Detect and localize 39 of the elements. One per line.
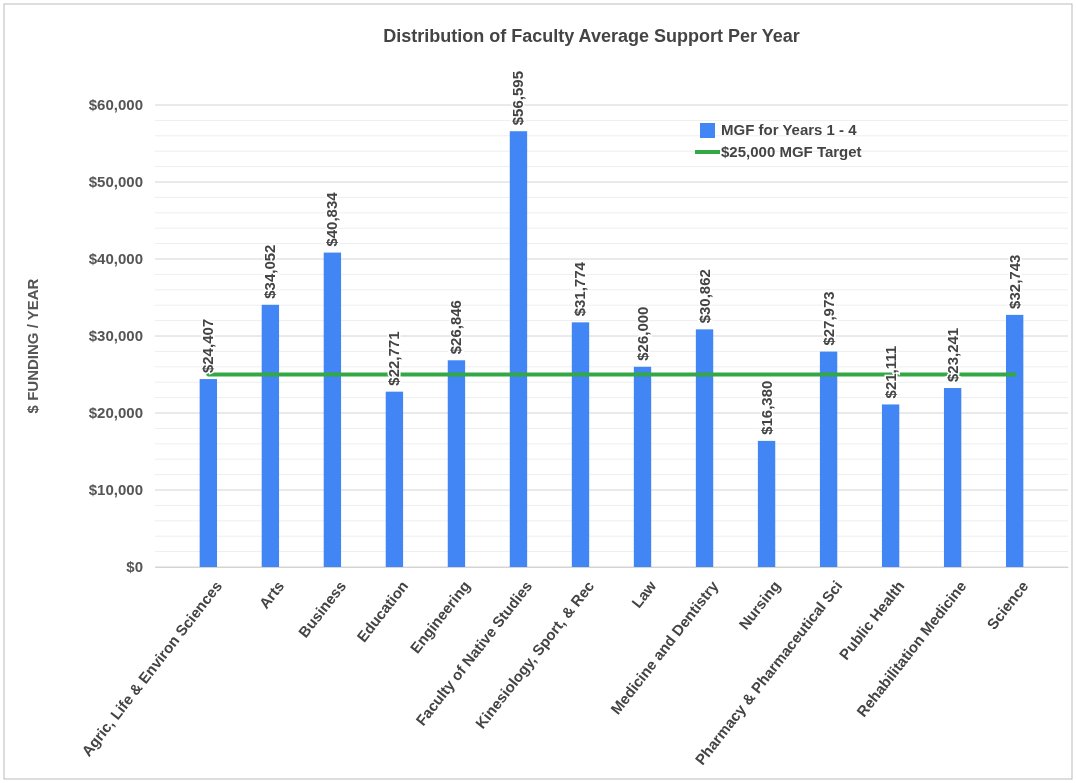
bar [385,391,404,567]
y-tick-label: $60,000 [88,96,143,114]
y-tick-label: $50,000 [88,173,143,191]
bar [881,404,900,567]
data-label: $32,743 [1005,254,1023,309]
data-label: $22,771 [385,331,403,386]
bar [447,360,466,567]
bar [509,131,528,567]
bar [943,388,962,567]
data-label: $24,407 [199,318,217,374]
bar [199,379,218,567]
data-label: $21,111 [881,345,899,399]
data-label: $26,000 [633,306,651,361]
data-label: $34,052 [261,244,279,299]
data-label: $16,380 [757,380,775,435]
bar [633,366,652,567]
y-tick-label: $10,000 [88,481,143,499]
legend-label: MGF for Years 1 - 4 [721,121,858,139]
y-tick-label: $30,000 [88,327,143,345]
data-label: $40,834 [323,191,341,247]
y-tick-label: $0 [126,558,143,576]
data-label: $30,862 [695,269,713,324]
chart-title: Distribution of Faculty Average Support Per Year [383,26,800,46]
bar [1005,314,1024,567]
data-label: $27,973 [819,291,837,346]
data-label: $31,774 [571,261,589,317]
bar [323,252,342,567]
bar [757,440,776,567]
bar [261,304,280,567]
y-tick-label: $40,000 [88,250,143,268]
data-label: $23,241 [943,327,961,383]
bar [695,329,714,567]
bar [819,351,838,567]
bar [571,322,590,567]
legend-label: $25,000 MGF Target [721,143,862,161]
y-tick-label: $20,000 [88,404,143,422]
y-axis-title: $ FUNDING / YEAR [24,278,41,414]
data-label: $56,595 [509,70,527,126]
data-label: $26,846 [447,300,465,355]
